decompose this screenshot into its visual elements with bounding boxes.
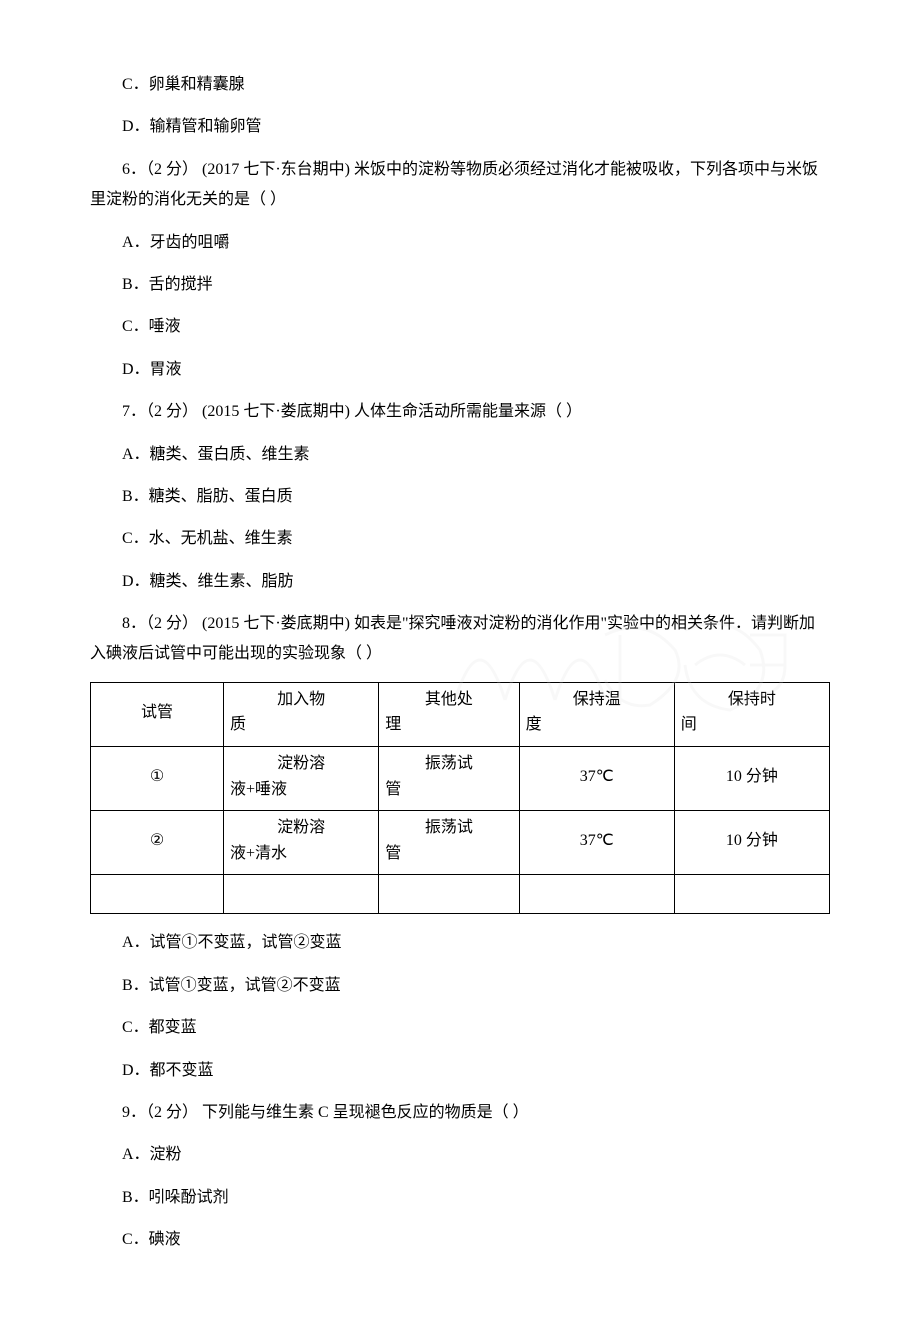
table-cell: ① <box>91 747 224 811</box>
table-cell: 淀粉溶 液+清水 <box>224 811 379 875</box>
q7-option-c: C．水、无机盐、维生素 <box>90 524 830 554</box>
table-cell <box>519 875 674 914</box>
header-text: 间 <box>681 712 823 738</box>
table-header: 保持时 间 <box>674 682 829 746</box>
header-text: 试管 <box>97 700 217 726</box>
q8-table: 试管 加入物 质 其他处 理 保持温 度 保持时 间 ① 淀粉溶 液 <box>90 682 830 915</box>
table-cell: 淀粉溶 液+唾液 <box>224 747 379 811</box>
q8-option-d: D．都不变蓝 <box>90 1056 830 1086</box>
table-cell: ② <box>91 811 224 875</box>
q7-option-a: A．糖类、蛋白质、维生素 <box>90 440 830 470</box>
table-cell <box>674 875 829 914</box>
q5-option-c: C．卵巢和精囊腺 <box>90 70 830 100</box>
table-row-empty <box>91 875 830 914</box>
q8-option-c: C．都变蓝 <box>90 1013 830 1043</box>
q8-stem: 8．（2 分） (2015 七下·娄底期中) 如表是"探究唾液对淀粉的消化作用"… <box>90 609 830 670</box>
q9-stem: 9．（2 分） 下列能与维生素 C 呈现褪色反应的物质是（ ） <box>90 1098 830 1128</box>
q6-option-a: A．牙齿的咀嚼 <box>90 228 830 258</box>
cell-text: 液+唾液 <box>230 777 372 803</box>
table-cell: 37℃ <box>519 747 674 811</box>
table-cell: 10 分钟 <box>674 811 829 875</box>
q8-option-a: A．试管①不变蓝，试管②变蓝 <box>90 928 830 958</box>
header-text: 其他处 <box>385 687 512 713</box>
table-cell <box>91 875 224 914</box>
q7-option-b: B．糖类、脂肪、蛋白质 <box>90 482 830 512</box>
q5-option-d: D．输精管和输卵管 <box>90 112 830 142</box>
document-page: C．卵巢和精囊腺 D．输精管和输卵管 6．（2 分） (2017 七下·东台期中… <box>0 0 920 1328</box>
table-header: 其他处 理 <box>379 682 519 746</box>
table-row: ① 淀粉溶 液+唾液 振荡试 管 37℃ 10 分钟 <box>91 747 830 811</box>
q6-stem: 6．（2 分） (2017 七下·东台期中) 米饭中的淀粉等物质必须经过消化才能… <box>90 155 830 216</box>
q9-option-a: A．淀粉 <box>90 1140 830 1170</box>
table-cell <box>379 875 519 914</box>
table-header: 保持温 度 <box>519 682 674 746</box>
q6-option-d: D．胃液 <box>90 355 830 385</box>
header-text: 加入物 <box>230 687 372 713</box>
q9-option-c: C．碘液 <box>90 1225 830 1255</box>
table-header: 加入物 质 <box>224 682 379 746</box>
q6-option-b: B．舌的搅拌 <box>90 270 830 300</box>
cell-text: 振荡试 <box>385 751 512 777</box>
header-text: 理 <box>385 712 512 738</box>
header-text: 度 <box>526 712 668 738</box>
cell-text: 管 <box>385 777 512 803</box>
table-cell: 10 分钟 <box>674 747 829 811</box>
cell-text: 淀粉溶 <box>230 815 372 841</box>
cell-text: 管 <box>385 841 512 867</box>
header-text: 保持温 <box>526 687 668 713</box>
table-header-row: 试管 加入物 质 其他处 理 保持温 度 保持时 间 <box>91 682 830 746</box>
cell-text: 液+清水 <box>230 841 372 867</box>
q7-option-d: D．糖类、维生素、脂肪 <box>90 567 830 597</box>
table-header: 试管 <box>91 682 224 746</box>
q8-option-b: B．试管①变蓝，试管②不变蓝 <box>90 971 830 1001</box>
q6-option-c: C．唾液 <box>90 312 830 342</box>
table-cell: 37℃ <box>519 811 674 875</box>
q9-option-b: B．吲哚酚试剂 <box>90 1183 830 1213</box>
cell-text: 淀粉溶 <box>230 751 372 777</box>
header-text: 保持时 <box>681 687 823 713</box>
table-cell: 振荡试 管 <box>379 747 519 811</box>
header-text: 质 <box>230 712 372 738</box>
table-cell: 振荡试 管 <box>379 811 519 875</box>
q7-stem: 7．（2 分） (2015 七下·娄底期中) 人体生命活动所需能量来源（ ） <box>90 397 830 427</box>
table-row: ② 淀粉溶 液+清水 振荡试 管 37℃ 10 分钟 <box>91 811 830 875</box>
cell-text: 振荡试 <box>385 815 512 841</box>
table-cell <box>224 875 379 914</box>
